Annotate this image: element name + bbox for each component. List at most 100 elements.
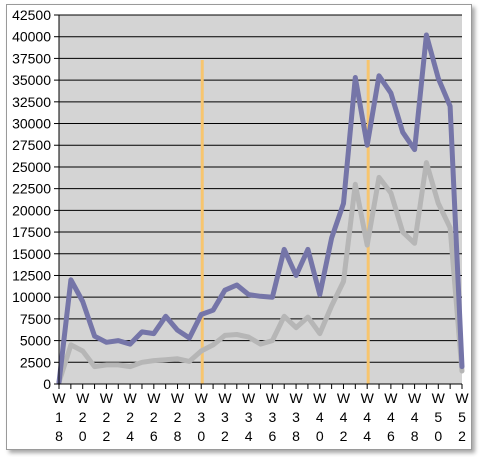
y-tick-label: 35000 (12, 72, 51, 88)
data-point (94, 335, 96, 337)
y-tick-label: 30000 (12, 116, 51, 132)
data-point (449, 105, 451, 107)
data-point (200, 350, 202, 352)
x-tick-label: W (147, 390, 161, 406)
y-tick-label: 40000 (12, 29, 51, 45)
x-tick-label: 2 (458, 428, 466, 444)
x-tick-label: 2 (126, 409, 134, 425)
x-tick-label: 8 (292, 428, 300, 444)
data-point (342, 202, 344, 204)
data-point (141, 361, 143, 363)
x-tick-label: 4 (363, 409, 371, 425)
data-point (129, 366, 131, 368)
y-tick-label: 20000 (12, 202, 51, 218)
data-point (414, 149, 416, 151)
x-tick-label: 0 (434, 428, 442, 444)
data-point (105, 364, 107, 366)
data-point (212, 309, 214, 311)
y-tick-label: 0 (43, 376, 51, 392)
data-point (105, 341, 107, 343)
x-tick-label: 3 (245, 409, 253, 425)
x-tick-label: 2 (340, 428, 348, 444)
data-point (141, 331, 143, 333)
data-point (153, 360, 155, 362)
data-point (354, 183, 356, 185)
data-point (224, 334, 226, 336)
x-tick-label: 3 (197, 409, 205, 425)
x-tick-label: 0 (197, 428, 205, 444)
data-point (461, 366, 463, 368)
data-point (248, 336, 250, 338)
x-tick-label: 8 (174, 428, 182, 444)
x-tick-label: W (432, 390, 446, 406)
x-tick-label: 6 (268, 428, 276, 444)
data-point (437, 202, 439, 204)
data-point (177, 329, 179, 331)
x-tick-label: 1 (55, 409, 63, 425)
y-tick-label: 12500 (12, 267, 51, 283)
x-tick-label: 5 (458, 409, 466, 425)
data-point (271, 296, 273, 298)
x-tick-label: W (408, 390, 422, 406)
data-point (425, 162, 427, 164)
data-point (200, 314, 202, 316)
y-tick-label: 2500 (20, 354, 51, 370)
x-tick-label: W (337, 390, 351, 406)
data-point (82, 350, 84, 352)
x-tick-label: W (100, 390, 114, 406)
data-point (236, 284, 238, 286)
y-tick-label: 42500 (12, 7, 51, 23)
x-tick-label: W (52, 390, 66, 406)
x-tick-label: W (242, 390, 256, 406)
x-axis-ticks: W18W20W22W24W26W28W30W32W34W36W38W40W42W… (52, 384, 469, 444)
data-point (319, 333, 321, 335)
x-tick-label: 2 (79, 409, 87, 425)
y-tick-label: 37500 (12, 50, 51, 66)
data-point (437, 77, 439, 79)
x-tick-label: 0 (79, 428, 87, 444)
x-tick-label: 4 (387, 409, 395, 425)
data-point (366, 144, 368, 146)
data-point (295, 274, 297, 276)
y-tick-label: 32500 (12, 94, 51, 110)
x-tick-label: W (289, 390, 303, 406)
x-tick-label: 6 (150, 428, 158, 444)
x-tick-label: W (455, 390, 469, 406)
x-tick-label: 3 (221, 409, 229, 425)
x-tick-label: 2 (103, 409, 111, 425)
x-tick-label: 4 (245, 428, 253, 444)
data-point (271, 340, 273, 342)
data-point (153, 333, 155, 335)
x-tick-label: W (218, 390, 232, 406)
x-tick-label: W (195, 390, 209, 406)
data-point (449, 227, 451, 229)
x-tick-label: 3 (268, 409, 276, 425)
plot-area (59, 15, 462, 384)
data-point (295, 327, 297, 329)
data-point (82, 301, 84, 303)
y-axis-ticks: 0 2500 5000 7500 10000 12500 15000 17500 20000 22… (12, 7, 59, 392)
x-tick-label: 8 (411, 428, 419, 444)
y-tick-label: 5000 (20, 333, 51, 349)
data-point (402, 231, 404, 233)
data-point (260, 295, 261, 297)
vertical-markers (200, 60, 370, 384)
x-tick-label: 2 (150, 409, 158, 425)
data-point (307, 248, 309, 250)
x-tick-label: 6 (387, 428, 395, 444)
data-point (461, 370, 463, 372)
x-tick-label: 3 (292, 409, 300, 425)
data-point (248, 294, 250, 296)
data-point (260, 343, 261, 345)
x-tick-label: W (384, 390, 398, 406)
y-tick-label: 15000 (12, 246, 51, 262)
data-point (70, 279, 72, 281)
data-point (366, 244, 368, 246)
y-tick-label: 7500 (20, 311, 51, 327)
data-point (390, 92, 392, 94)
data-point (342, 281, 344, 283)
x-tick-label: W (361, 390, 375, 406)
y-tick-label: 25000 (12, 159, 51, 175)
x-tick-label: W (76, 390, 90, 406)
